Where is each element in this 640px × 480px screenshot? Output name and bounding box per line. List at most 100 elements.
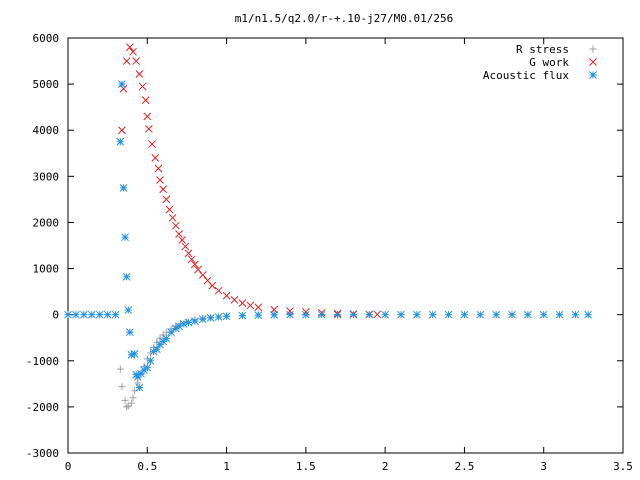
data-point (118, 80, 126, 88)
series-acoustic-flux (64, 80, 592, 392)
data-point (119, 184, 128, 192)
x-tick-label: 1.5 (296, 460, 316, 473)
legend-label: R stress (516, 43, 569, 56)
data-point (524, 310, 532, 319)
data-point (119, 84, 128, 93)
data-point (138, 82, 147, 91)
data-point (87, 310, 96, 319)
data-point (198, 271, 207, 279)
y-tick-label: 0 (52, 309, 59, 322)
data-point (135, 70, 144, 78)
data-point (171, 221, 180, 230)
data-point (198, 315, 207, 324)
data-point (365, 310, 374, 319)
data-point (95, 310, 104, 319)
x-tick-label: 1 (223, 460, 230, 473)
x-tick-label: 3.5 (613, 460, 633, 473)
data-point (317, 310, 326, 319)
chart-title: m1/n1.5/q2.0/r-+.10-j27/M0.01/256 (235, 12, 454, 25)
data-point (428, 310, 437, 319)
data-point (230, 296, 239, 304)
data-point (131, 387, 139, 395)
legend-label: G work (529, 56, 569, 69)
plot-frame (67, 37, 624, 454)
data-point (181, 242, 190, 251)
data-point (154, 164, 163, 173)
legend-marker (589, 45, 597, 53)
axes: 0 0.5 1 1.5 2 2.5 3 3.5 6000 5000 4000 3000 2000 1000… (26, 32, 633, 473)
data-point (127, 399, 135, 407)
data-point (286, 307, 294, 315)
data-point (286, 310, 294, 319)
data-point (206, 314, 215, 322)
data-point (175, 230, 183, 238)
x-tick-label: 2 (382, 460, 389, 473)
data-point (302, 310, 310, 319)
legend-marker (589, 71, 597, 79)
data-point (146, 356, 155, 365)
data-point (187, 255, 196, 264)
x-tick-label: 2.5 (454, 460, 474, 473)
data-point (539, 310, 548, 319)
series-r-stress (116, 311, 373, 411)
data-point (508, 310, 516, 319)
y-tick-label: -1000 (26, 355, 59, 368)
data-point (381, 310, 389, 319)
data-point (178, 236, 187, 244)
data-point (124, 306, 133, 314)
data-point (194, 265, 202, 274)
data-point (238, 299, 247, 307)
data-point (184, 318, 193, 327)
data-point (167, 328, 175, 337)
data-point (373, 310, 382, 319)
data-point (246, 301, 255, 310)
data-point (145, 124, 153, 133)
data-point (152, 345, 161, 354)
data-point (103, 310, 112, 319)
data-point (159, 185, 167, 194)
data-point (584, 310, 592, 319)
y-tick-label: 2000 (33, 216, 60, 229)
data-point (162, 195, 171, 204)
data-point (191, 317, 199, 325)
data-point (270, 311, 278, 319)
legend-label: Acoustic flux (483, 69, 569, 82)
data-point (222, 291, 231, 300)
data-point (168, 213, 177, 222)
y-tick-label: -3000 (26, 447, 59, 460)
data-point (179, 320, 188, 328)
data-point (116, 137, 125, 146)
data-points (64, 43, 592, 411)
data-point (125, 328, 134, 337)
data-point (156, 176, 164, 184)
y-tick-label: 4000 (33, 124, 60, 137)
data-point (571, 310, 580, 319)
data-point (72, 310, 80, 319)
data-point (254, 303, 263, 312)
data-point (444, 310, 453, 319)
data-point (132, 57, 141, 65)
data-point (349, 310, 358, 319)
series-g-work (118, 43, 382, 319)
data-point (143, 112, 152, 121)
data-point (123, 403, 131, 411)
y-tick-label: -2000 (26, 401, 59, 414)
y-tick-label: 6000 (33, 32, 60, 45)
data-point (214, 286, 223, 295)
data-point (222, 312, 231, 321)
data-point (208, 281, 217, 290)
data-point (184, 249, 193, 258)
data-point (118, 383, 126, 391)
data-point (125, 43, 134, 52)
data-point (64, 310, 72, 319)
data-point (116, 365, 124, 373)
data-point (333, 310, 342, 319)
data-point (141, 96, 150, 105)
data-point (118, 126, 126, 135)
x-tick-label: 0.5 (137, 460, 157, 473)
data-point (122, 273, 131, 281)
data-point (413, 310, 421, 319)
data-point (130, 350, 139, 358)
